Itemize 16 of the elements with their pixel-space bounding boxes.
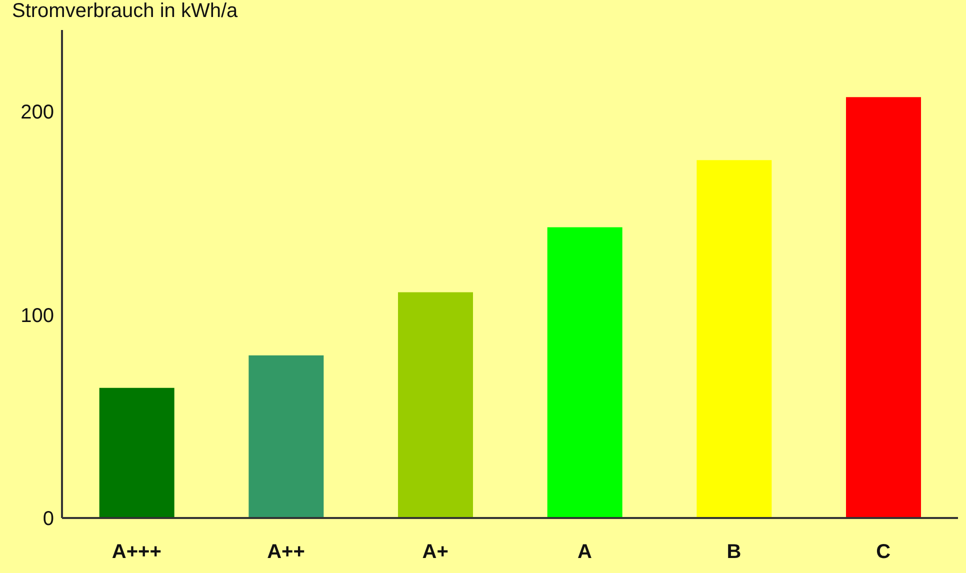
bar: [696, 160, 772, 518]
x-tick-label: A: [577, 541, 592, 564]
bar: [846, 97, 921, 518]
y-tick-label: 100: [20, 304, 54, 327]
x-tick-label: A+++: [112, 541, 162, 564]
x-tick-label: B: [726, 541, 742, 564]
x-tick-label: C: [876, 541, 891, 564]
bar: [99, 388, 174, 518]
bar: [398, 292, 473, 518]
y-tick-label: 0: [42, 508, 54, 530]
y-axis-title: Stromverbrauch in kWh/a: [12, 0, 238, 23]
x-tick-label: A++: [267, 541, 305, 564]
bar: [547, 227, 622, 518]
bar: [248, 355, 324, 518]
y-tick-label: 200: [20, 101, 54, 124]
x-tick-label: A+: [422, 541, 448, 564]
